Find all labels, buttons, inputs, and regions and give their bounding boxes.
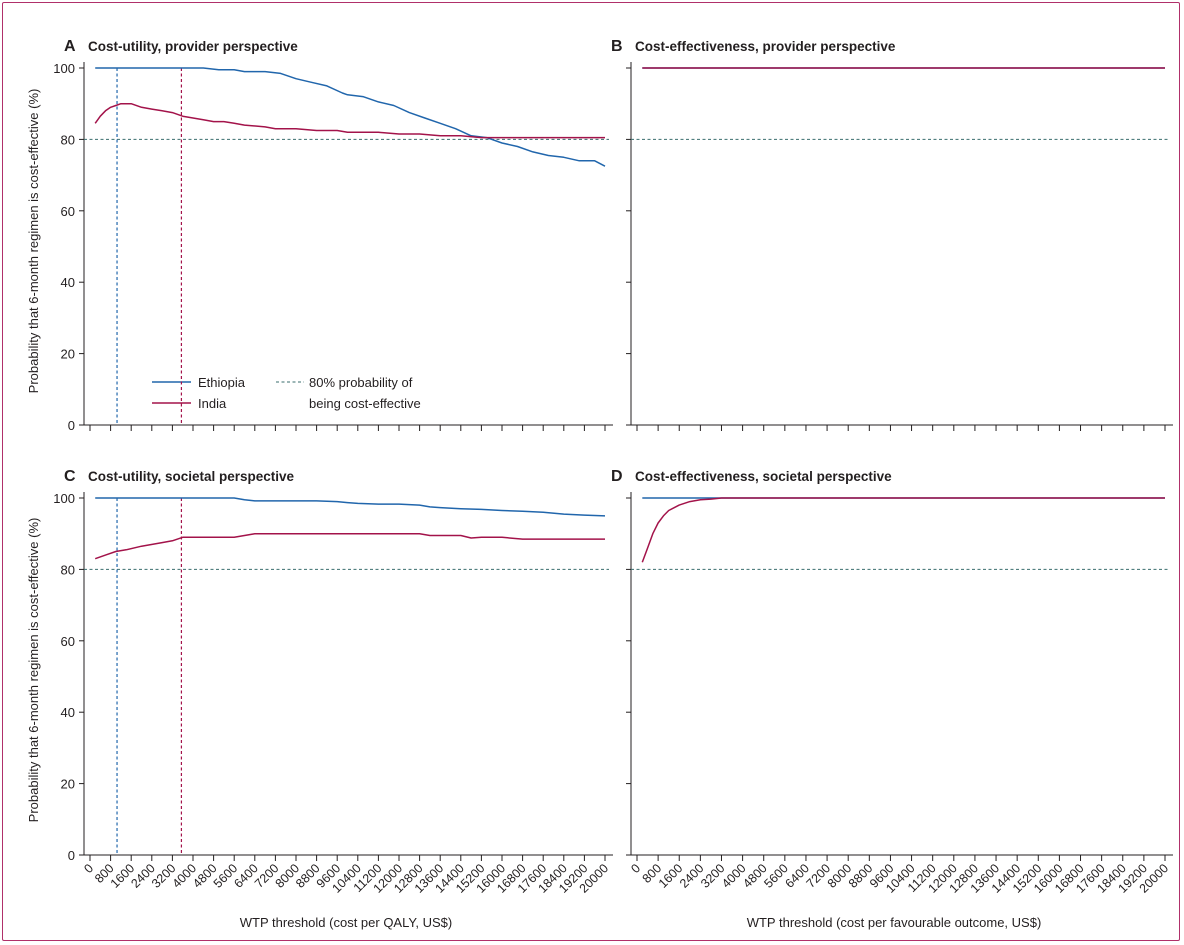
legend-india-label: India (198, 396, 227, 411)
series-line-india (94, 102, 605, 139)
panel-letter: B (611, 38, 623, 55)
y-tick-label: 20 (61, 777, 75, 792)
series-line-india (94, 532, 605, 560)
y-tick-label: 0 (68, 848, 75, 863)
y-tick-label: 100 (53, 491, 75, 506)
panel-title: Cost-utility, provider perspective (88, 39, 298, 54)
y-tick-label: 60 (61, 204, 75, 219)
panel-letter: A (64, 38, 76, 55)
y-tick-label: 80 (61, 562, 75, 577)
x-axis-title-left: WTP threshold (cost per QALY, US$) (240, 915, 452, 930)
y-tick-label: 80 (61, 132, 75, 147)
y-tick-label: 40 (61, 705, 75, 720)
panel-letter: D (611, 468, 623, 485)
y-tick-label: 0 (68, 418, 75, 433)
panel-letter: C (64, 468, 76, 485)
panel-title: Cost-effectiveness, societal perspective (635, 469, 892, 484)
x-axis-title-right: WTP threshold (cost per favourable outco… (747, 915, 1042, 930)
panel-d: D Cost-effectiveness, societal perspectiv… (611, 468, 1173, 896)
y-tick-label: 40 (61, 275, 75, 290)
legend-reference-label-line2: being cost-effective (309, 396, 421, 411)
y-axis-title-top: Probability that 6-month regimen is cost… (26, 89, 41, 394)
y-axis-title-bottom: Probability that 6-month regimen is cost… (26, 518, 41, 823)
legend: Ethiopia India 80% probability of being … (152, 375, 421, 411)
panel-b: B Cost-effectiveness, provider perspectiv… (611, 38, 1173, 431)
y-tick-label: 100 (53, 61, 75, 76)
series-line-india (641, 497, 1165, 563)
panel-title: Cost-effectiveness, provider perspective (635, 39, 896, 54)
panel-a: A Cost-utility, provider perspective 0 20 40… (53, 38, 613, 433)
series-line-ethiopia (95, 67, 606, 167)
legend-ethiopia-label: Ethiopia (198, 375, 246, 390)
legend-reference-label-line1: 80% probability of (309, 375, 413, 390)
panel-c: C Cost-utility, societal perspective 0 20 40… (53, 468, 613, 896)
panel-title: Cost-utility, societal perspective (88, 469, 295, 484)
series-line-ethiopia (95, 497, 606, 517)
y-tick-label: 60 (61, 634, 75, 649)
y-tick-label: 20 (61, 347, 75, 362)
